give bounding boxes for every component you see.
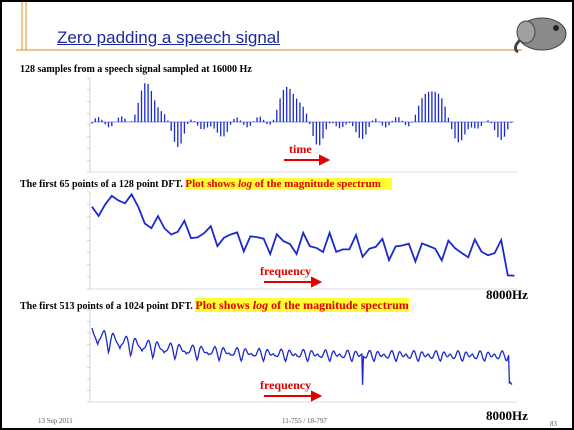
end-label: 8000Hz [486, 287, 528, 303]
highlight-text: Plot shows [185, 178, 238, 190]
footer-course: 11-755 / 18-797 [282, 417, 327, 425]
slide: Zero padding a speech signal 128 samples… [0, 0, 574, 430]
highlight-text: log [253, 298, 268, 312]
axis-label: frequency [260, 264, 311, 279]
waveform [92, 83, 511, 147]
highlight-text: of the magnitude spectrum [268, 298, 409, 312]
highlight: Plot shows log of the magnitude spectrum [185, 178, 392, 190]
highlight-text: log [238, 178, 252, 190]
plot-waveform [87, 78, 517, 172]
caption: 128 samples from a speech signal sampled… [20, 64, 252, 75]
end-label: 8000Hz [486, 408, 528, 424]
highlight: Plot shows log of the magnitude spectrum [195, 298, 408, 312]
elephant-icon [515, 18, 566, 52]
slide-title: Zero padding a speech signal [57, 28, 280, 48]
axis-label: time [289, 142, 312, 157]
highlight-text: Plot shows [195, 298, 252, 312]
axis-label: frequency [260, 378, 311, 393]
highlight-text: of the magnitude spectrum [252, 178, 381, 190]
caption-text: The first 513 points of a 1024 point DFT… [20, 301, 193, 312]
caption: The first 513 points of a 1024 point DFT… [20, 298, 409, 313]
caption-text: The first 65 points of a 128 point DFT. [20, 179, 183, 190]
spectrum [92, 328, 512, 385]
footer-date: 13 Sep 2011 [38, 417, 73, 425]
caption: The first 65 points of a 128 point DFT. … [20, 178, 392, 190]
footer-page: 83 [550, 420, 557, 428]
